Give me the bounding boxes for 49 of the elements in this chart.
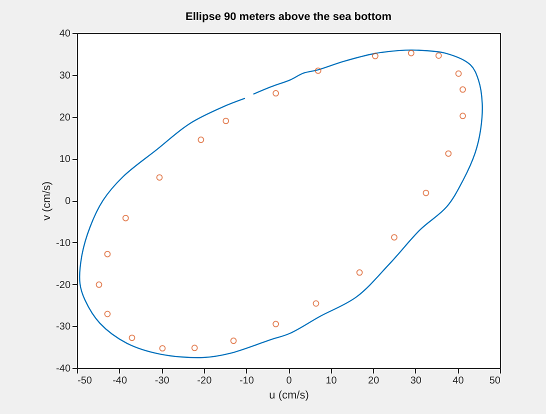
y-tick-label: -20	[56, 280, 71, 291]
line-series	[79, 49, 483, 358]
point	[460, 86, 466, 93]
y-tick-label: -10	[56, 238, 71, 249]
point	[391, 234, 398, 241]
x-tick-label: -50	[78, 376, 92, 386]
y-axis-title: v (cm/s)	[41, 181, 54, 221]
point	[460, 112, 466, 120]
y-tick-label: 40	[59, 28, 71, 40]
x-tick-label: 40	[452, 376, 464, 386]
point	[408, 50, 414, 56]
point	[230, 338, 237, 344]
point	[422, 190, 430, 196]
point	[96, 281, 102, 288]
x-axis-title: u (cm/s)	[269, 390, 309, 402]
y-tick-label: 0	[64, 196, 71, 207]
point	[272, 90, 280, 97]
point	[272, 320, 280, 328]
point	[104, 310, 111, 318]
point	[104, 250, 111, 258]
point	[156, 174, 163, 181]
point	[435, 52, 442, 59]
point	[222, 118, 230, 124]
point	[372, 52, 378, 60]
point	[198, 136, 204, 144]
point	[128, 334, 136, 342]
point	[314, 67, 322, 74]
y-tick-label: 20	[59, 112, 71, 124]
y-tick-label: -40	[56, 364, 71, 374]
x-tick-label: 50	[489, 376, 501, 386]
x-tick-label: -40	[112, 376, 128, 386]
chart-title: Ellipse 90 meters above the sea bottom	[185, 11, 392, 23]
x-tick-label: -30	[154, 376, 170, 386]
x-tick-label: 20	[368, 376, 380, 386]
x-tick-label: 30	[410, 376, 422, 386]
y-tick-label: 30	[59, 70, 71, 82]
y-tick-label: 10	[59, 154, 71, 166]
point	[191, 344, 198, 352]
y-tick-label: -30	[56, 322, 71, 333]
point	[455, 70, 462, 77]
x-tick-label: 0	[286, 376, 292, 386]
x-tick-label: -10	[239, 376, 254, 386]
point	[312, 300, 320, 307]
x-tick-label: -20	[197, 376, 212, 386]
point	[159, 345, 166, 352]
x-tick-label: 10	[326, 376, 338, 386]
point	[122, 214, 129, 222]
point	[445, 150, 452, 157]
point	[356, 269, 363, 276]
